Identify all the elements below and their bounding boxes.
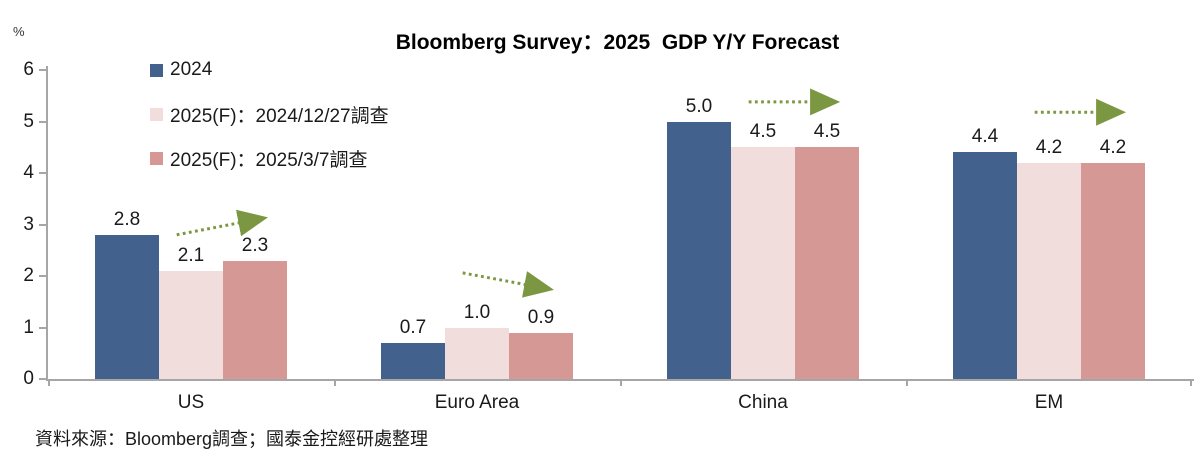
bar-value-label: 2.3	[241, 234, 269, 256]
plot-area: 0 1 2 3 4 5 6 2.8 2.1 2.3 US 0.7 1.0 0.9 Euro Area 5.0 4…	[23, 59, 1194, 413]
bar-value-label: 4.2	[1035, 136, 1063, 158]
y-axis-tick	[39, 172, 46, 174]
y-axis-line	[46, 66, 48, 379]
bar-value-label: 1.0	[463, 301, 491, 323]
y-axis-tick	[39, 69, 46, 71]
trend-arrow-down	[462, 271, 554, 298]
x-axis-tick	[48, 379, 50, 386]
legend-item: 2025(F)：2024/12/27調查	[150, 104, 389, 127]
y-axis-unit-label: %	[13, 24, 25, 39]
bar-value-label: 4.5	[813, 121, 841, 143]
y-axis-tick-label: 2	[23, 265, 34, 286]
legend-swatch	[150, 63, 163, 77]
category-label: Euro Area	[434, 392, 520, 413]
category-label: US	[177, 392, 205, 413]
bar	[95, 234, 159, 379]
x-axis-tick	[334, 379, 336, 386]
y-axis-tick	[39, 378, 46, 380]
y-axis-tick-label: 1	[23, 316, 34, 338]
legend-swatch	[150, 107, 163, 121]
legend-item: 2024	[150, 59, 389, 80]
trend-arrow-layer	[176, 88, 1127, 298]
bar-value-label: 0.7	[399, 316, 427, 338]
bar	[1017, 162, 1081, 379]
bar-value-label: 2.8	[113, 208, 141, 230]
legend-label: 2025(F)：2024/12/27調查	[170, 105, 389, 127]
bar	[381, 342, 445, 379]
bar-value-label: 5.0	[685, 95, 713, 117]
legend-item: 2025(F)：2025/3/7調查	[150, 148, 389, 171]
bar	[509, 332, 573, 379]
y-axis-tick-label: 3	[23, 213, 34, 235]
y-axis-tick-label: 6	[23, 59, 34, 80]
x-axis-tick	[906, 379, 908, 386]
bar	[1081, 162, 1145, 379]
bar	[223, 260, 287, 379]
category-label: EM	[1034, 392, 1064, 413]
legend-swatch	[150, 151, 163, 165]
legend-label: 2024	[170, 59, 213, 80]
bar	[159, 270, 223, 379]
y-axis-tick	[39, 223, 46, 226]
chart-title: Bloomberg Survey：2025 GDP Y/Y Forecast	[395, 31, 840, 54]
bar-value-label: 4.2	[1099, 136, 1127, 158]
bar	[667, 121, 731, 379]
x-axis-tick	[1190, 379, 1192, 386]
bar-value-label: 0.9	[527, 306, 555, 328]
bar	[953, 152, 1017, 379]
bar	[731, 147, 795, 379]
legend: 2024 2025(F)：2024/12/27調查 2025(F)：2025/3/7…	[150, 59, 389, 192]
bar	[795, 147, 859, 379]
y-axis-tick-label: 4	[23, 162, 34, 183]
bar-value-label: 4.5	[749, 121, 777, 143]
y-axis-tick	[39, 275, 46, 277]
y-axis-tick-label: 0	[23, 368, 34, 389]
y-axis-tick-label: 5	[23, 110, 34, 132]
bar-value-label: 4.4	[971, 126, 999, 148]
y-axis-tick	[39, 120, 46, 123]
legend-label: 2025(F)：2025/3/7調查	[170, 149, 368, 171]
x-axis-tick	[620, 379, 622, 386]
source-note: 資料來源：Bloomberg調查；國泰金控經研處整理	[35, 429, 429, 449]
bar-value-label: 2.1	[177, 244, 205, 266]
bar	[445, 327, 509, 379]
trend-arrow-up	[176, 209, 268, 237]
category-label: China	[738, 392, 788, 413]
y-axis-tick	[39, 326, 46, 329]
